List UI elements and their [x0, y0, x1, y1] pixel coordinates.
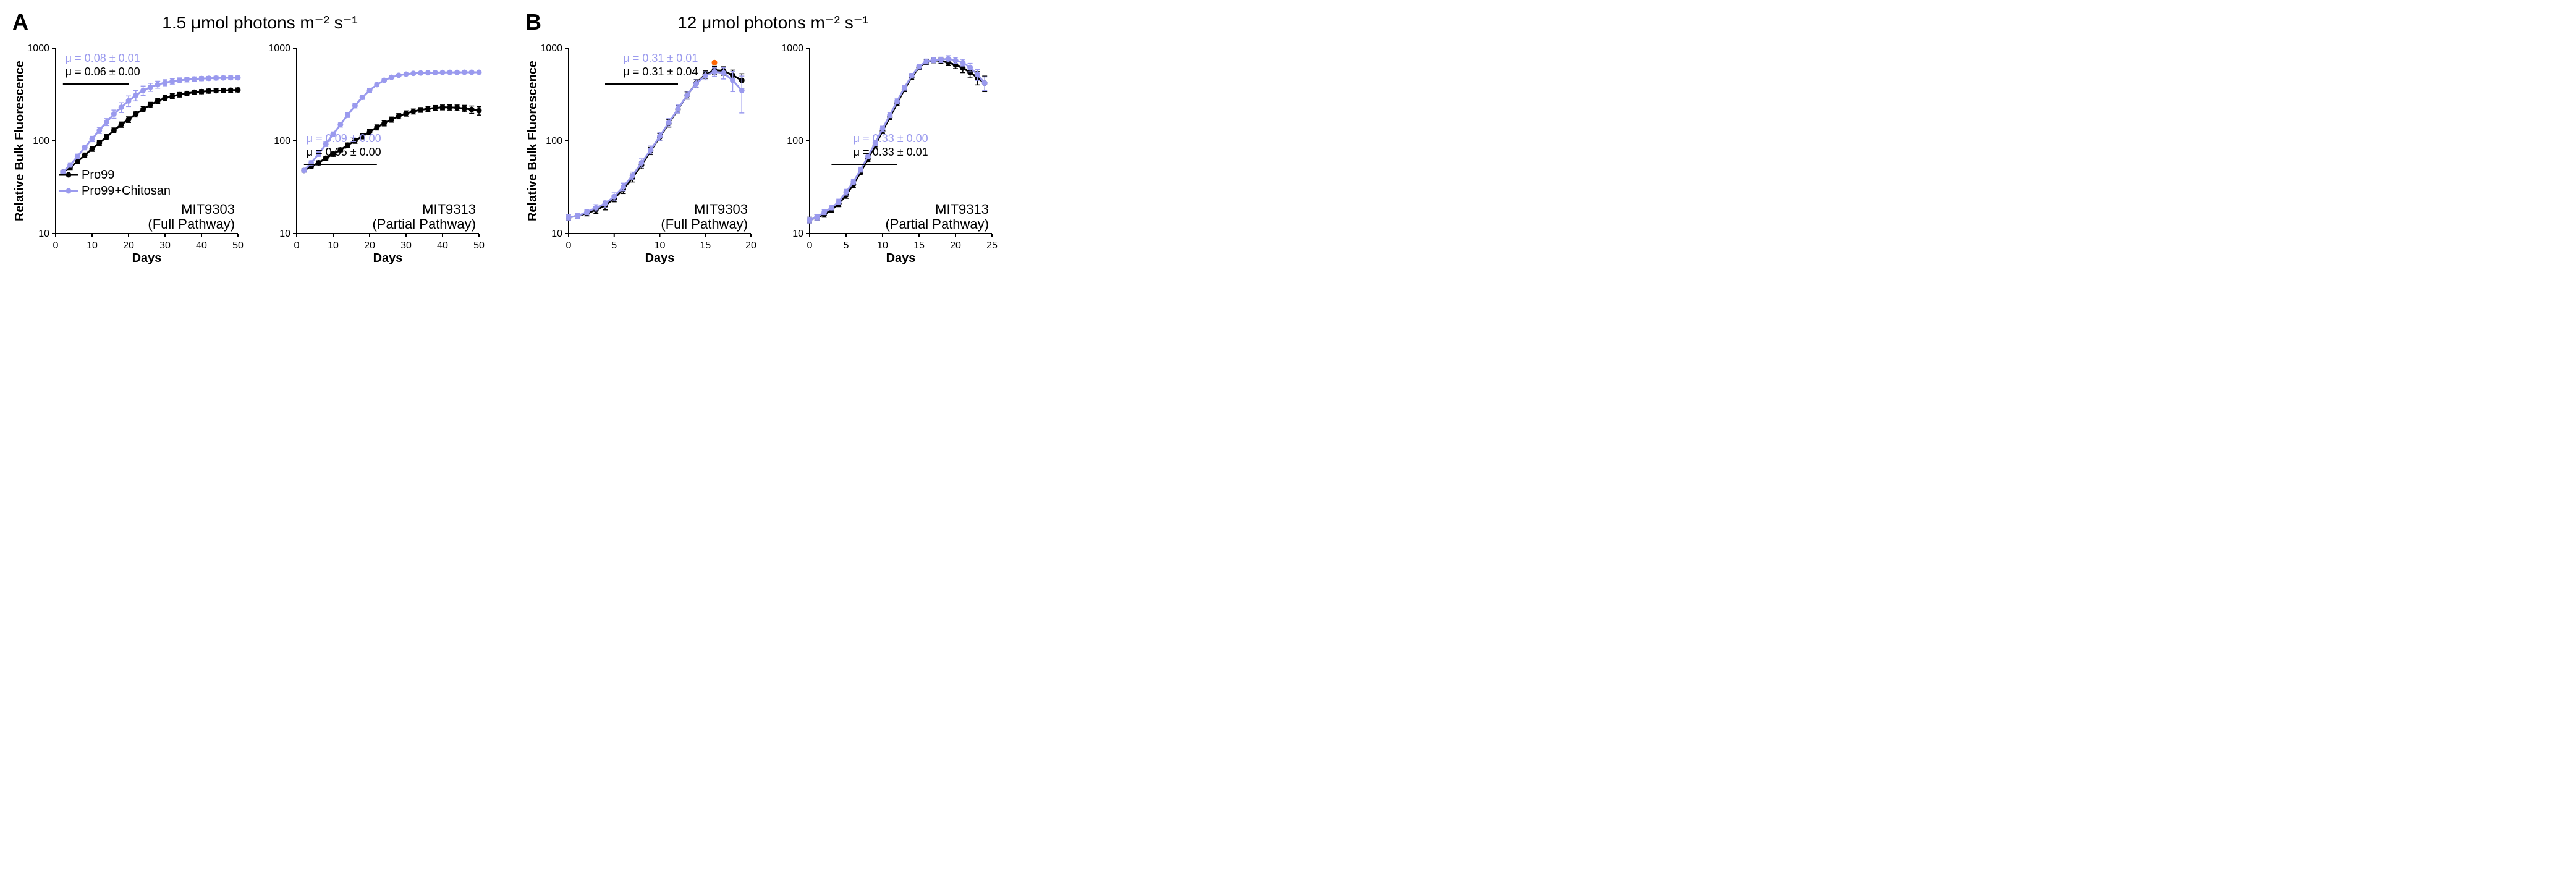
svg-text:25: 25	[986, 240, 998, 251]
svg-text:μ = 0.08 ± 0.01: μ = 0.08 ± 0.01	[66, 52, 140, 64]
svg-text:40: 40	[437, 240, 448, 251]
svg-text:100: 100	[274, 136, 290, 146]
svg-text:10: 10	[279, 229, 290, 239]
chart-wrap: 0 10 20 30 40 50 10 100 1000Relative Bulk Fluore…	[12, 36, 247, 271]
svg-text:10: 10	[87, 240, 98, 251]
svg-text:100: 100	[787, 136, 803, 146]
panel-a-letter: A	[12, 9, 28, 35]
svg-text:Pro99: Pro99	[82, 168, 114, 182]
chart-B-1: 0 5 10 15 20 25 10 100 1000 Days μ = 0.33 ± 0.00μ …	[766, 36, 1001, 271]
svg-text:Days: Days	[645, 251, 675, 265]
chart-B-0: 0 5 10 15 20 10 100 1000Relative Bulk Fluoresce…	[525, 36, 760, 271]
svg-text:100: 100	[33, 136, 49, 146]
svg-text:μ = 0.09 ± 0.00: μ = 0.09 ± 0.00	[307, 132, 381, 145]
svg-text:0: 0	[807, 240, 813, 251]
svg-text:1000: 1000	[540, 43, 562, 54]
svg-text:20: 20	[123, 240, 134, 251]
svg-text:50: 50	[232, 240, 244, 251]
svg-text:15: 15	[913, 240, 925, 251]
svg-text:10: 10	[328, 240, 339, 251]
svg-text:10: 10	[38, 229, 49, 239]
svg-text:1000: 1000	[27, 43, 49, 54]
chart-wrap: 0 5 10 15 20 10 100 1000Relative Bulk Fluoresce…	[525, 36, 760, 271]
svg-text:0: 0	[53, 240, 59, 251]
svg-text:μ = 0.33 ± 0.01: μ = 0.33 ± 0.01	[854, 146, 928, 158]
svg-text:(Full Pathway): (Full Pathway)	[148, 216, 235, 232]
svg-text:20: 20	[745, 240, 756, 251]
svg-text:100: 100	[546, 136, 562, 146]
svg-text:Relative Bulk Fluorescence: Relative Bulk Fluorescence	[526, 61, 540, 221]
svg-text:0: 0	[294, 240, 300, 251]
svg-text:15: 15	[700, 240, 711, 251]
svg-text:30: 30	[400, 240, 412, 251]
svg-text:μ = 0.05 ± 0.00: μ = 0.05 ± 0.00	[307, 146, 381, 158]
svg-text:(Partial Pathway): (Partial Pathway)	[372, 216, 476, 232]
svg-text:10: 10	[792, 229, 803, 239]
svg-text:Days: Days	[373, 251, 403, 265]
svg-text:Pro99+Chitosan: Pro99+Chitosan	[82, 184, 171, 198]
svg-text:5: 5	[611, 240, 617, 251]
svg-text:10: 10	[655, 240, 666, 251]
chart-wrap: 0 5 10 15 20 25 10 100 1000 Days μ = 0.33 ± 0.00μ …	[766, 36, 1001, 271]
series-chitosan	[63, 78, 238, 172]
panel-a-title: 1.5 μmol photons m⁻² s⁻¹	[32, 12, 488, 33]
svg-text:(Partial Pathway): (Partial Pathway)	[885, 216, 989, 232]
svg-text:Days: Days	[886, 251, 916, 265]
svg-text:20: 20	[364, 240, 375, 251]
chart-A-1: 0 10 20 30 40 50 10 100 1000 Days μ = 0.09 ± 0.00μ…	[253, 36, 488, 271]
svg-text:μ = 0.33 ± 0.00: μ = 0.33 ± 0.00	[854, 132, 928, 145]
svg-text:30: 30	[159, 240, 171, 251]
svg-text:0: 0	[566, 240, 572, 251]
svg-text:10: 10	[551, 229, 562, 239]
figure: A 1.5 μmol photons m⁻² s⁻¹ 0102030405010…	[12, 12, 2564, 271]
svg-text:50: 50	[473, 240, 485, 251]
svg-text:10: 10	[877, 240, 888, 251]
svg-text:μ = 0.31 ± 0.01: μ = 0.31 ± 0.01	[624, 52, 698, 64]
svg-text:MIT9313: MIT9313	[935, 201, 989, 217]
svg-text:MIT9313: MIT9313	[422, 201, 476, 217]
panel-b-charts: 05101520101001000Relative Bulk Fluoresce…	[525, 36, 1001, 271]
svg-text:5: 5	[844, 240, 849, 251]
chart-A-0: 0 10 20 30 40 50 10 100 1000Relative Bulk Fluore…	[12, 36, 247, 271]
svg-text:1000: 1000	[781, 43, 803, 54]
panel-b-letter: B	[525, 9, 541, 35]
panel-b-title: 12 μmol photons m⁻² s⁻¹	[544, 12, 1001, 33]
svg-text:MIT9303: MIT9303	[694, 201, 748, 217]
svg-text:Days: Days	[132, 251, 162, 265]
svg-text:μ = 0.31 ± 0.04: μ = 0.31 ± 0.04	[624, 65, 698, 78]
panel-b-group: B 12 μmol photons m⁻² s⁻¹ 05101520101001…	[525, 12, 1001, 271]
svg-text:1000: 1000	[268, 43, 290, 54]
svg-text:μ = 0.06 ± 0.00: μ = 0.06 ± 0.00	[66, 65, 140, 78]
chart-wrap: 0 10 20 30 40 50 10 100 1000 Days μ = 0.09 ± 0.00μ…	[253, 36, 488, 271]
svg-text:Relative Bulk Fluorescence: Relative Bulk Fluorescence	[13, 61, 27, 221]
svg-text:MIT9303: MIT9303	[181, 201, 235, 217]
svg-text:(Full Pathway): (Full Pathway)	[661, 216, 748, 232]
series-chitosan	[569, 72, 742, 217]
svg-text:40: 40	[196, 240, 207, 251]
panel-a-group: A 1.5 μmol photons m⁻² s⁻¹ 0 10 20 30 40 50 10…	[12, 12, 488, 271]
svg-text:20: 20	[950, 240, 961, 251]
panel-a-charts: 01020304050101001000Relative Bulk Fluore…	[12, 36, 488, 271]
